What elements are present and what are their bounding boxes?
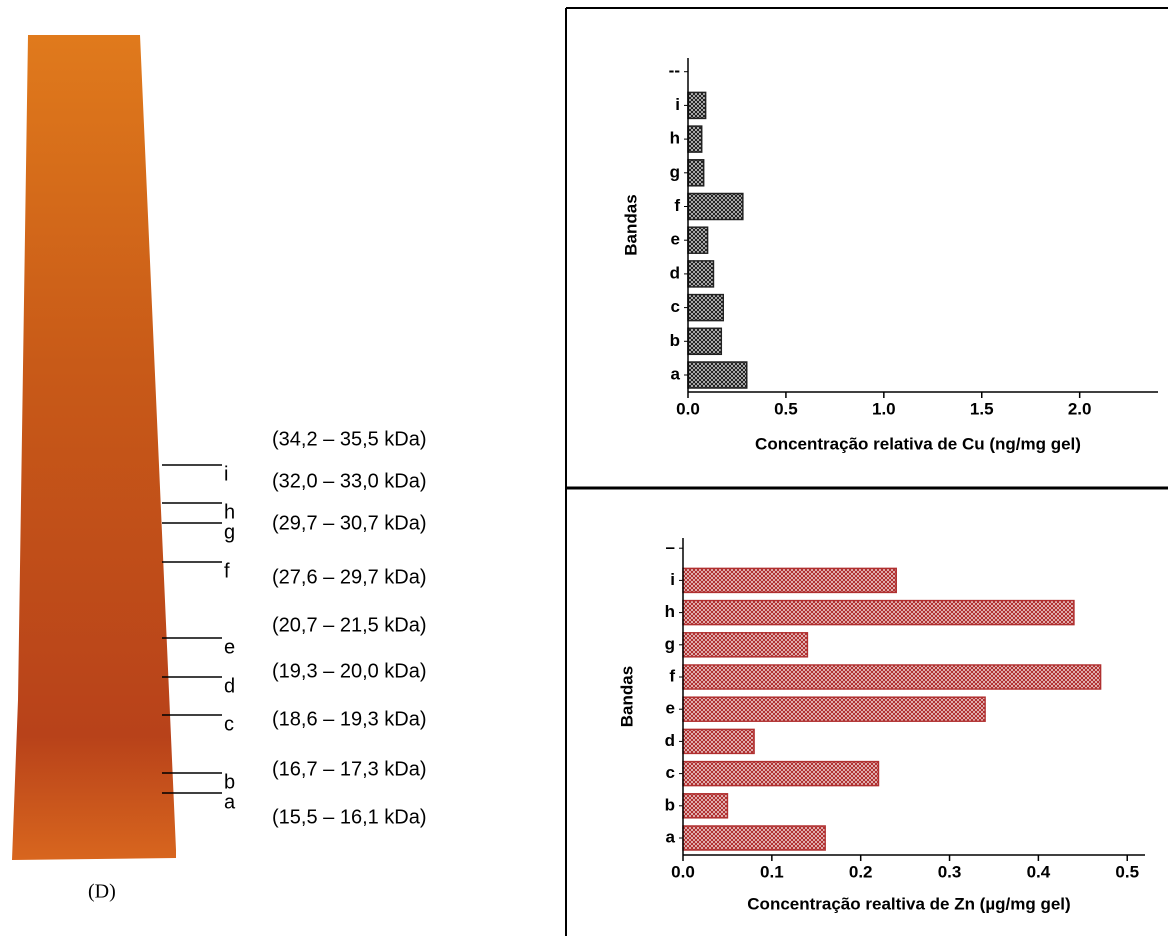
band-size: (16,7 – 17,3 kDa): [272, 758, 427, 780]
bar: [688, 160, 704, 186]
bar: [688, 194, 743, 220]
gel-caption: (D): [88, 881, 116, 903]
y-tick-label: e: [671, 230, 680, 249]
x-tick-label: 0.2: [849, 862, 873, 881]
band-letter: b: [224, 771, 235, 793]
band-letter: c: [224, 713, 234, 735]
y-tick-label: a: [666, 827, 676, 846]
band-size: (19,3 – 20,0 kDa): [272, 660, 427, 682]
band-size: (29,7 – 30,7 kDa): [272, 512, 427, 534]
bar: [683, 665, 1101, 689]
band-letter: i: [224, 463, 228, 485]
band-size: (15,5 – 16,1 kDa): [272, 806, 427, 828]
x-tick-label: 1.0: [872, 399, 896, 418]
x-axis-title: Concentração relativa de Cu (ng/mg gel): [755, 434, 1081, 453]
band-letter: e: [224, 636, 235, 658]
y-tick-label: g: [665, 634, 675, 653]
y-axis-title: Bandas: [621, 194, 640, 255]
y-tick-label: h: [670, 129, 680, 148]
x-axis-title: Concentração realtiva de Zn (µg/mg gel): [747, 894, 1070, 913]
y-tick-label: d: [670, 263, 680, 282]
bar: [688, 362, 747, 388]
y-tick-label: a: [671, 364, 681, 383]
band-size: (34,2 – 35,5 kDa): [272, 428, 427, 450]
band-letter: f: [224, 560, 230, 582]
y-tick-label: f: [674, 196, 680, 215]
bar: [683, 601, 1074, 625]
bar: [688, 328, 721, 354]
x-tick-label: 0.3: [938, 862, 962, 881]
x-tick-label: 0.5: [1115, 862, 1139, 881]
y-tick-label: i: [675, 95, 680, 114]
x-tick-label: 0.1: [760, 862, 784, 881]
band-letter: d: [224, 675, 235, 697]
y-tick-label: b: [665, 795, 675, 814]
y-tick-label: e: [666, 699, 675, 718]
band-size: (20,7 – 21,5 kDa): [272, 614, 427, 636]
y-tick-label: c: [671, 297, 680, 316]
x-tick-label: 0.5: [774, 399, 798, 418]
figure: (D) a (15,5 – 16,1 kDa) b (16,7 – 17,3 kDa)…: [0, 0, 1168, 936]
y-tick-label: h: [665, 602, 675, 621]
bar: [688, 261, 713, 287]
bar: [683, 794, 727, 818]
x-tick-label: 0.4: [1027, 862, 1051, 881]
bar: [683, 762, 878, 786]
band-size: (27,6 – 29,7 kDa): [272, 566, 427, 588]
y-tick-label: g: [670, 162, 680, 181]
gel-lane: [12, 35, 176, 860]
band-size: (18,6 – 19,3 kDa): [272, 708, 427, 730]
bar: [683, 697, 985, 721]
x-tick-label: 1.5: [970, 399, 994, 418]
y-axis-title: Bandas: [617, 666, 636, 727]
bar: [683, 729, 754, 753]
bar: [688, 227, 708, 253]
y-tick-label: c: [666, 763, 675, 782]
bar: [683, 568, 896, 592]
x-tick-label: 0.0: [676, 399, 700, 418]
bar: [688, 295, 723, 321]
band-size: (32,0 – 33,0 kDa): [272, 470, 427, 492]
y-tick-label: d: [665, 731, 675, 750]
bar: [683, 633, 807, 657]
x-tick-label: 0.0: [671, 862, 695, 881]
y-tick-label: –: [666, 538, 675, 557]
bar: [688, 126, 702, 152]
band-letter: a: [224, 791, 236, 813]
bar: [683, 826, 825, 850]
y-tick-label: --: [669, 61, 680, 80]
x-tick-label: 2.0: [1068, 399, 1092, 418]
band-letter: g: [224, 521, 235, 543]
bar: [688, 92, 706, 118]
y-tick-label: b: [670, 331, 680, 350]
y-tick-label: i: [670, 570, 675, 589]
band-letter: h: [224, 501, 235, 523]
y-tick-label: f: [669, 666, 675, 685]
